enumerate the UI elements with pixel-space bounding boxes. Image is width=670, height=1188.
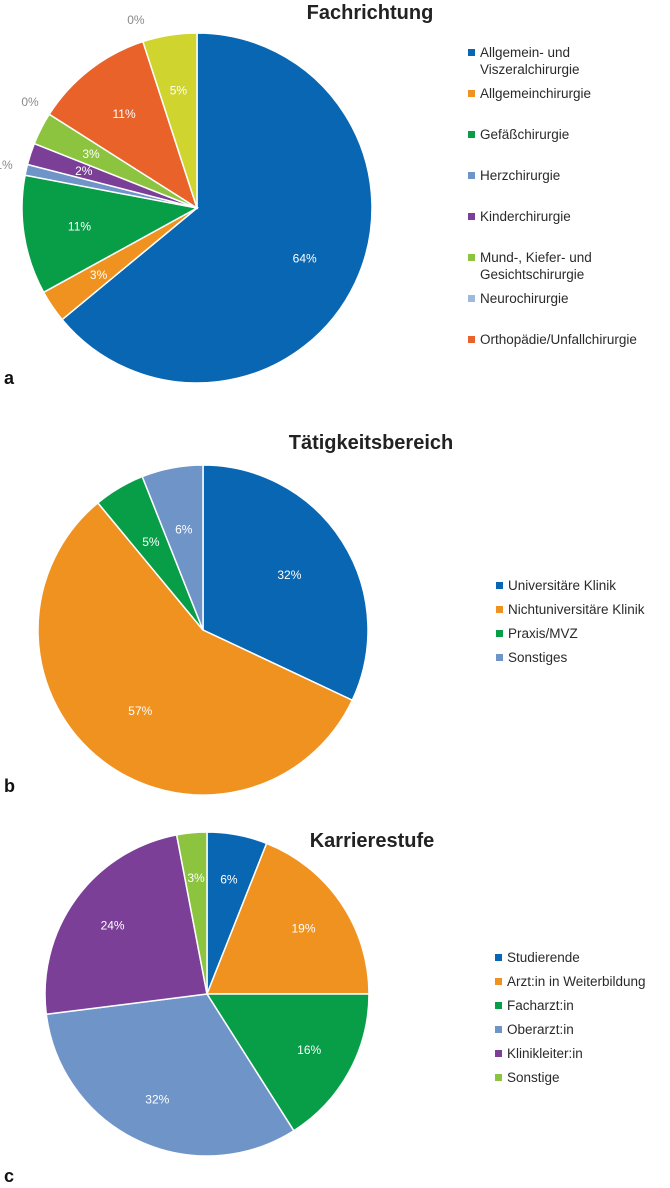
slice-value-label: 64%: [293, 252, 317, 266]
legend-label: Arzt:in in Weiterbildung: [507, 974, 646, 989]
slice-value-label: 57%: [128, 704, 152, 718]
legend-label: Kinderchirurgie: [480, 209, 571, 224]
slice-value-label: 0%: [127, 13, 145, 27]
legend-swatch: [495, 1050, 502, 1057]
legend-label: Herzchirurgie: [480, 168, 560, 183]
legend-label: Sonstige: [507, 1070, 560, 1085]
pie-value-labels: 64% 3% 11% 1% 2% 3% 0% 11% 0% 5%: [0, 13, 317, 282]
legend: Allgemein- und Viszeralchirurgie Allgemein…: [468, 45, 637, 347]
slice-value-label: 6%: [220, 872, 238, 886]
legend-swatch: [496, 654, 503, 661]
slice-value-label: 3%: [82, 147, 100, 161]
legend-swatch: [495, 1026, 502, 1033]
pie-slice-other: [141, 32, 198, 209]
pie-slices: [37, 464, 369, 796]
legend-label: Universitäre Klinik: [508, 578, 616, 593]
pie-slices: [21, 32, 373, 384]
legend-swatch: [495, 954, 502, 961]
slice-value-label: 19%: [291, 921, 315, 935]
legend-swatch: [468, 49, 475, 56]
legend-swatch: [496, 630, 503, 637]
pie-value-labels: 32% 57% 5% 6%: [128, 523, 301, 718]
slice-value-label: 6%: [175, 523, 193, 537]
legend-label: Facharzt:in: [507, 998, 574, 1013]
legend-label: Praxis/MVZ: [508, 626, 578, 641]
legend-swatch: [496, 582, 503, 589]
pie-slice-nichtuniversitäre-klinik: [37, 501, 354, 796]
legend-label: Klinikleiter:in: [507, 1046, 583, 1061]
chart-panel-taetigkeitsbereich: Tätigkeitsbereich 32% 57% 5% 6% Universitär…: [0, 400, 670, 800]
legend-label: Studierende: [507, 950, 580, 965]
slice-value-label: 5%: [142, 535, 160, 549]
pie-slice-klinikleiter-in: [44, 833, 208, 1016]
pie-slices: [44, 831, 370, 1157]
pie-slice-sonstige: [175, 831, 208, 995]
legend-label: Orthopädie/Unfallchirurgie: [480, 332, 637, 347]
slice-value-label: 2%: [75, 164, 93, 178]
legend-label: Mund-, Kiefer- und Gesichtschirurgie: [480, 250, 592, 282]
legend-swatch: [468, 213, 475, 220]
slice-value-label: 32%: [277, 568, 301, 582]
panel-letter: b: [4, 776, 15, 796]
chart-panel-karrierestufe: Karrierestufe 6% 19% 16% 32% 24% 3% Studieren…: [0, 818, 670, 1188]
fachrichtung-chart: Fachrichtung 64% 3% 11% 1% 2% 3% 0% 11% 0% 5% All…: [0, 2, 637, 388]
legend-swatch: [495, 1074, 502, 1081]
pie-slice-facharzt-in: [205, 993, 370, 1132]
slice-value-label: 11%: [68, 220, 91, 234]
slice-value-label: 3%: [90, 268, 108, 282]
pie-slice-universitäre-klinik: [202, 464, 369, 702]
legend-swatch: [468, 295, 475, 302]
legend-swatch: [495, 978, 502, 985]
slice-value-label: 5%: [170, 84, 188, 98]
taetigkeitsbereich-chart: Tätigkeitsbereich 32% 57% 5% 6% Universitär…: [4, 432, 645, 796]
slice-value-label: 1%: [0, 158, 13, 172]
legend-swatch: [496, 606, 503, 613]
legend-label: Nichtuniversitäre Klinik: [508, 602, 645, 617]
legend-label: Gefäßchirurgie: [480, 127, 569, 142]
panel-letter: a: [4, 368, 15, 388]
pie-value-labels: 6% 19% 16% 32% 24% 3%: [101, 871, 322, 1107]
slice-value-label: 24%: [101, 918, 125, 932]
legend-swatch: [495, 1002, 502, 1009]
pie-slice-orthopädie-unfallchirurgie: [48, 40, 199, 210]
slice-value-label: 0%: [21, 95, 39, 109]
legend: Studierende Arzt:in in Weiterbildung Facha…: [495, 950, 646, 1085]
pie-slice-sonstiges: [141, 464, 204, 631]
slice-value-label: 11%: [113, 107, 136, 121]
legend-label: Neurochirurgie: [480, 291, 569, 306]
pie-slice-oberarzt-in: [45, 993, 295, 1157]
chart-title: Tätigkeitsbereich: [289, 432, 454, 454]
slice-value-label: 16%: [297, 1043, 321, 1057]
pie-slice-gefäßchirurgie: [21, 174, 200, 294]
legend-label: Oberarzt:in: [507, 1022, 574, 1037]
chart-panel-fachrichtung: Fachrichtung 64% 3% 11% 1% 2% 3% 0% 11% 0% 5% All…: [0, 0, 670, 392]
legend: Universitäre Klinik Nichtuniversitäre Kli…: [496, 578, 645, 665]
legend-label: Allgemein- und Viszeralchirurgie: [480, 45, 580, 77]
legend-label: Sonstiges: [508, 650, 568, 665]
slice-value-label: 32%: [145, 1093, 169, 1107]
legend-swatch: [468, 172, 475, 179]
slice-value-label: 3%: [187, 871, 205, 885]
chart-title: Karrierestufe: [310, 830, 435, 852]
pie-slice-allgemein-und-viszeralchirurgie: [61, 32, 373, 384]
pie-slice-arzt-in-in-weiterbildung: [205, 842, 370, 995]
legend-swatch: [468, 336, 475, 343]
panel-letter: c: [4, 1166, 14, 1186]
chart-title: Fachrichtung: [307, 2, 434, 24]
legend-label: Allgemeinchirurgie: [480, 86, 591, 101]
legend-swatch: [468, 254, 475, 261]
karrierestufe-chart: Karrierestufe 6% 19% 16% 32% 24% 3% Studieren…: [4, 830, 646, 1186]
legend-swatch: [468, 131, 475, 138]
legend-swatch: [468, 90, 475, 97]
